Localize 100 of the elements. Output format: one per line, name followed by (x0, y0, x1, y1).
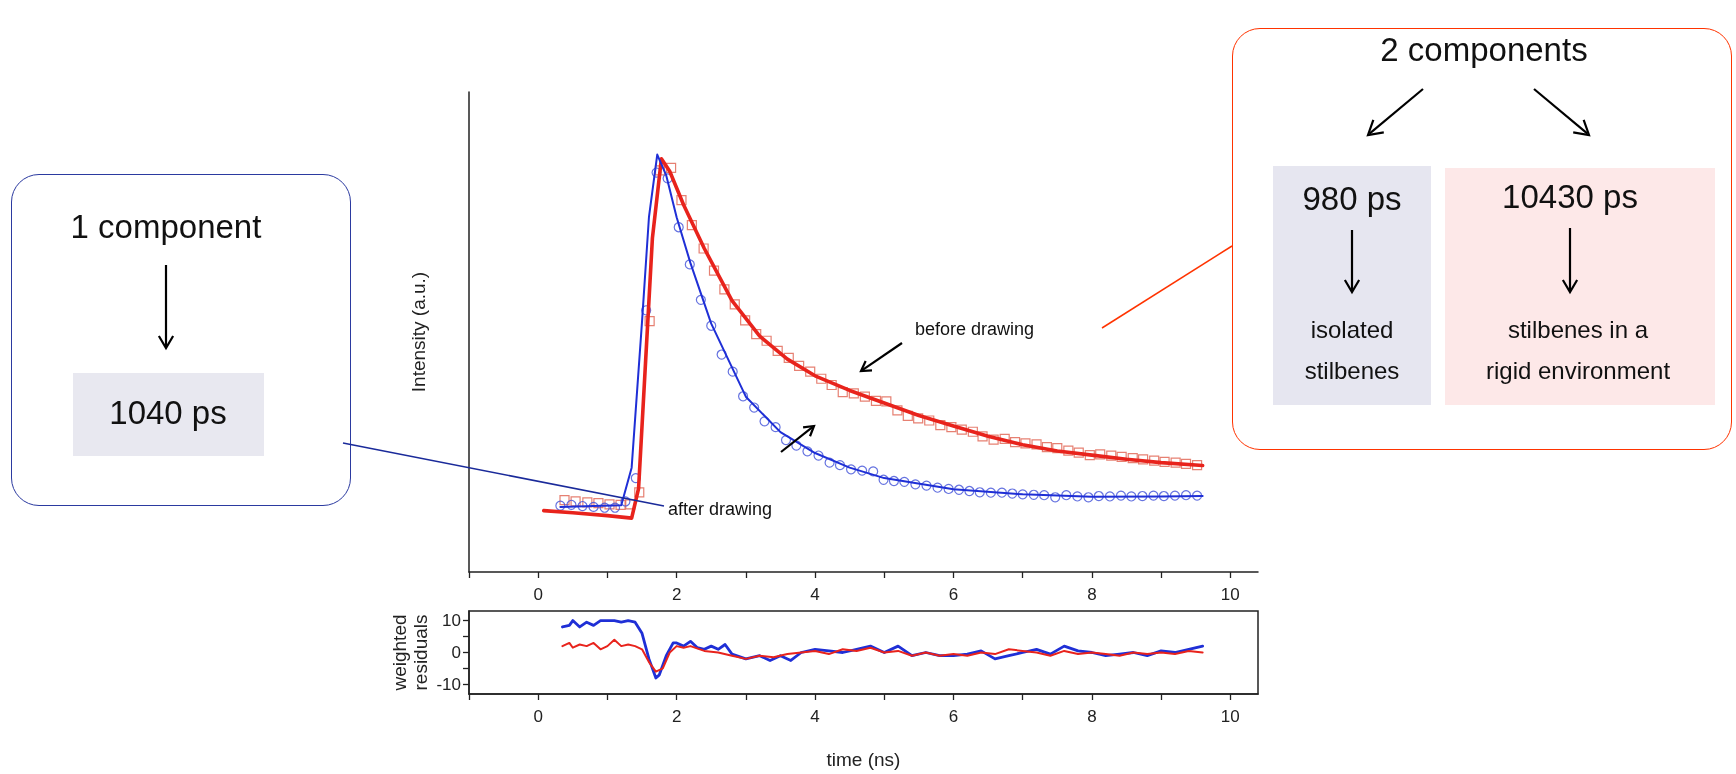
point (695, 294, 706, 305)
point (761, 335, 772, 346)
text: 2 components (1380, 31, 1588, 69)
point (1020, 438, 1031, 449)
point (1028, 489, 1039, 500)
point (910, 479, 921, 490)
point (1116, 451, 1127, 462)
point (698, 243, 709, 254)
point (737, 391, 749, 402)
point (977, 431, 988, 442)
point (751, 328, 762, 340)
point (620, 496, 631, 507)
point (964, 485, 975, 497)
point (1180, 458, 1192, 469)
point (834, 460, 846, 471)
point (967, 426, 978, 437)
x-tick-label: 4 (810, 707, 820, 726)
point (1126, 491, 1137, 502)
point (848, 388, 859, 399)
point (1169, 490, 1181, 501)
point (1149, 455, 1160, 466)
point (805, 366, 816, 377)
text: stilbenes in a rigid environment (1485, 315, 1671, 386)
text: 1 component (70, 208, 262, 246)
point (857, 465, 868, 476)
point (1039, 490, 1050, 501)
point (794, 360, 805, 371)
point (868, 466, 879, 477)
point (570, 496, 581, 507)
point (802, 446, 813, 457)
point (1170, 457, 1181, 468)
point (953, 484, 965, 495)
point (1084, 450, 1095, 461)
point (749, 402, 760, 413)
point (1148, 490, 1159, 501)
text: 1040 ps (109, 394, 227, 432)
point (684, 259, 695, 270)
point (1095, 449, 1106, 460)
point (555, 500, 566, 511)
text: 10430 ps (1502, 178, 1638, 216)
point (559, 495, 570, 506)
point (588, 501, 599, 512)
x-axis-title: time (ns) (826, 749, 901, 770)
x-tick-label: 6 (948, 585, 959, 604)
point (899, 476, 910, 487)
point (673, 222, 684, 233)
x-tick-label: 0 (533, 585, 543, 604)
point (1104, 491, 1115, 502)
point (878, 474, 889, 485)
point (816, 373, 827, 384)
point (780, 435, 792, 446)
point (1192, 490, 1203, 501)
text: isolated stilbenes (1303, 315, 1401, 386)
point (1072, 491, 1083, 502)
point (943, 483, 954, 495)
point (1041, 442, 1053, 453)
point (974, 487, 985, 498)
point (1138, 454, 1149, 465)
point (1009, 437, 1021, 448)
point (946, 422, 957, 433)
point (772, 345, 783, 356)
point (719, 284, 730, 295)
point (783, 352, 794, 363)
point (770, 422, 781, 433)
point (813, 450, 824, 461)
point (921, 480, 932, 491)
point (870, 395, 882, 406)
point (599, 502, 610, 513)
point (913, 413, 924, 424)
point (935, 419, 946, 431)
y-axis-title: Intensity (a.u.) (408, 271, 429, 393)
line-series (561, 638, 1204, 673)
point (791, 440, 802, 451)
x-tick-label: 0 (533, 707, 543, 726)
point (1007, 488, 1018, 499)
point (1093, 490, 1104, 502)
point (593, 498, 604, 509)
point (1083, 492, 1094, 503)
point (615, 499, 626, 510)
point (706, 320, 717, 331)
text: 980 ps (1302, 180, 1402, 218)
x-tick-label: 2 (671, 707, 682, 726)
y-tick-label: 0 (451, 643, 461, 662)
point (932, 482, 943, 493)
point (716, 349, 727, 360)
point (1158, 490, 1169, 502)
point (686, 220, 697, 231)
point (1191, 460, 1203, 471)
point (662, 173, 673, 184)
x-tick-label: 4 (810, 585, 820, 604)
point (676, 195, 687, 206)
annotation: before drawing (915, 318, 1035, 340)
point (859, 391, 870, 402)
y-axis-title: weighted residuals (389, 614, 431, 692)
point (665, 162, 677, 174)
x-tick-label: 6 (948, 707, 959, 726)
point (1061, 490, 1072, 501)
point (644, 316, 655, 327)
annotation: after drawing (668, 498, 773, 520)
point (924, 415, 935, 426)
